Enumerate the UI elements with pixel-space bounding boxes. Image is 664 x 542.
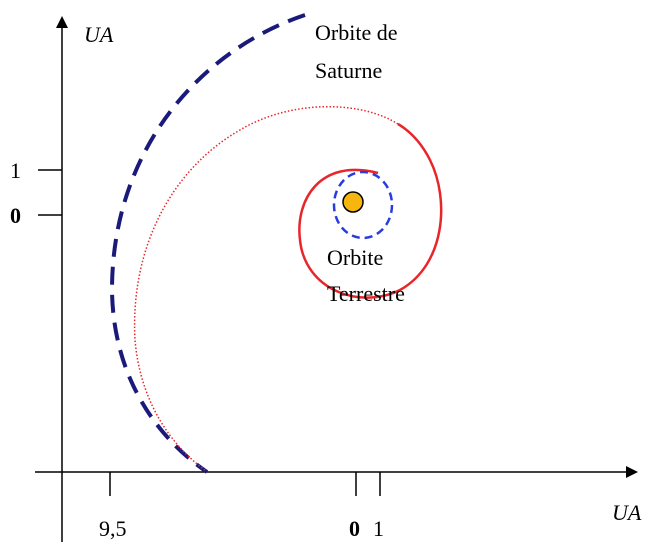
earth-label: Orbite (327, 245, 383, 270)
transfer-spiral (299, 124, 441, 298)
x-tick-label: 0 (349, 516, 360, 541)
x-tick-label: 1 (373, 516, 384, 541)
orbit-diagram: UA UA 1 0 9,5 0 1 Orbite de Saturne Orbi… (0, 0, 664, 542)
saturn-label: Orbite de (315, 20, 397, 45)
y-axis-label: UA (84, 22, 114, 47)
x-tick-label: 9,5 (99, 516, 127, 541)
y-tick-label: 0 (10, 203, 21, 228)
saturn-orbit (112, 15, 305, 472)
y-tick-label: 1 (10, 158, 21, 183)
sun (343, 192, 363, 212)
saturn-label: Saturne (315, 58, 382, 83)
earth-label: Terrestre (327, 281, 405, 306)
x-axis-label: UA (612, 500, 642, 525)
